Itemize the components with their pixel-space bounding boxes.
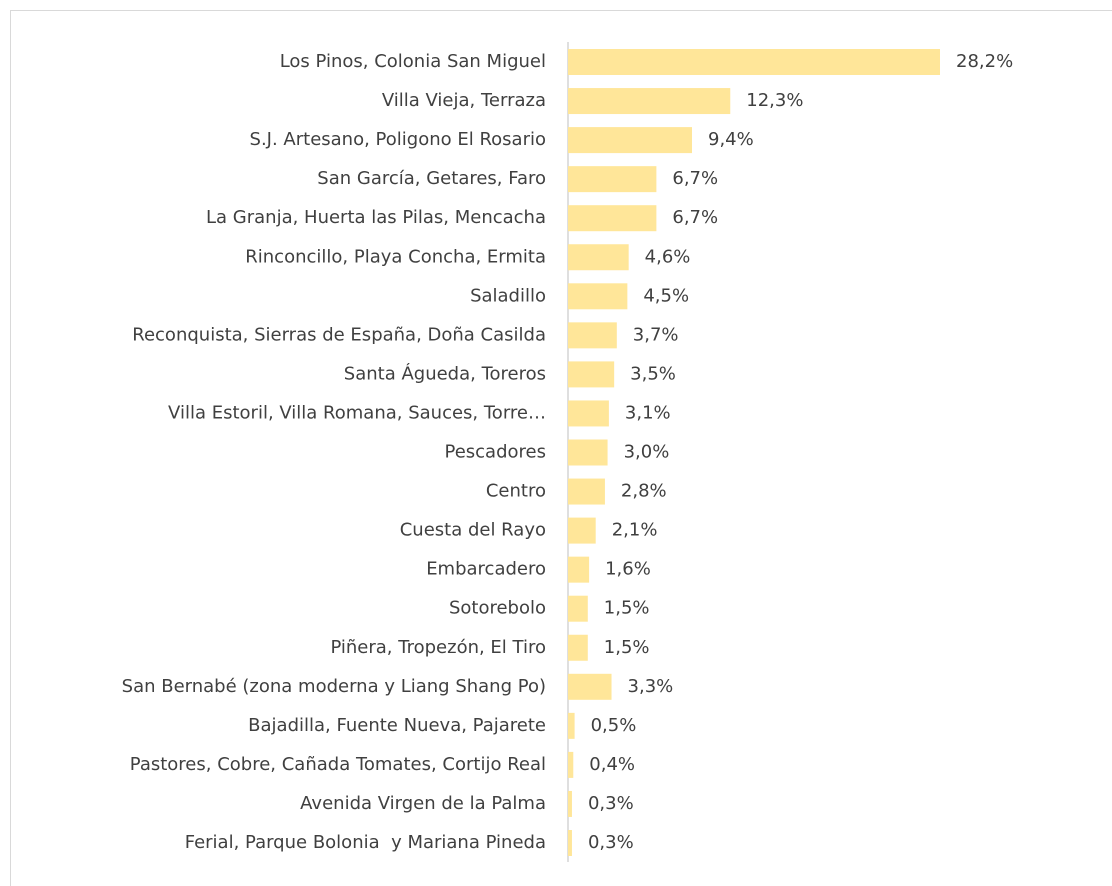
- value-label: 0,4%: [589, 754, 635, 775]
- bar: [568, 439, 608, 466]
- category-label: Pastores, Cobre, Cañada Tomates, Cortijo…: [130, 754, 546, 775]
- category-label: Sotorebolo: [449, 598, 546, 619]
- bar: [568, 166, 657, 193]
- value-label: 4,5%: [643, 285, 689, 306]
- bar: [568, 478, 605, 505]
- category-label: Saladillo: [470, 285, 546, 306]
- category-label: Santa Águeda, Toreros: [344, 362, 546, 384]
- bar: [568, 322, 617, 349]
- bar: [568, 361, 615, 388]
- category-label: San Bernabé (zona moderna y Liang Shang …: [122, 676, 546, 697]
- category-label: Ferial, Parque Bolonia y Mariana Pineda: [185, 832, 546, 853]
- category-label: Pescadores: [445, 442, 547, 463]
- bar: [568, 244, 629, 271]
- category-label: Centro: [486, 481, 546, 502]
- value-label: 0,3%: [588, 793, 634, 814]
- bar: [568, 127, 692, 154]
- bar: [568, 205, 657, 232]
- value-label: 2,8%: [621, 481, 667, 502]
- bar: [568, 790, 572, 817]
- bar: [568, 595, 588, 622]
- value-label: 1,5%: [604, 598, 650, 619]
- category-label: Los Pinos, Colonia San Miguel: [280, 51, 546, 72]
- bar: [568, 400, 609, 427]
- bar: [568, 751, 574, 778]
- category-label: Avenida Virgen de la Palma: [300, 793, 546, 814]
- category-label: S.J. Artesano, Poligono El Rosario: [250, 129, 546, 150]
- value-label: 28,2%: [956, 51, 1013, 72]
- bar: [568, 283, 628, 310]
- value-label: 2,1%: [612, 520, 658, 541]
- value-label: 6,7%: [672, 168, 718, 189]
- value-label: 4,6%: [645, 246, 691, 267]
- category-label: Piñera, Tropezón, El Tiro: [330, 637, 546, 658]
- value-label: 6,7%: [672, 207, 718, 228]
- bar: [568, 517, 596, 544]
- value-label: 0,3%: [588, 832, 634, 853]
- value-label: 12,3%: [746, 90, 803, 111]
- category-label: Villa Estoril, Villa Romana, Sauces, Tor…: [168, 402, 546, 423]
- bar: [568, 556, 590, 583]
- value-label: 3,1%: [625, 402, 671, 423]
- category-label: La Granja, Huerta las Pilas, Mencacha: [206, 207, 546, 228]
- value-label: 1,5%: [604, 637, 650, 658]
- value-label: 3,3%: [628, 676, 674, 697]
- bar: [568, 830, 572, 856]
- chart-frame: [10, 10, 1112, 886]
- bar: [568, 634, 588, 661]
- category-label: San García, Getares, Faro: [317, 168, 546, 189]
- bar: [568, 673, 612, 700]
- value-label: 0,5%: [591, 715, 637, 736]
- value-label: 1,6%: [605, 559, 651, 580]
- bar: [568, 712, 575, 739]
- category-label: Rinconcillo, Playa Concha, Ermita: [245, 246, 546, 267]
- category-label: Villa Vieja, Terraza: [382, 90, 546, 111]
- category-label: Bajadilla, Fuente Nueva, Pajarete: [248, 715, 546, 736]
- value-label: 3,7%: [633, 324, 679, 345]
- value-label: 9,4%: [708, 129, 754, 150]
- bar: [568, 88, 731, 115]
- value-label: 3,5%: [630, 363, 676, 384]
- category-label: Cuesta del Rayo: [400, 520, 546, 541]
- category-label: Reconquista, Sierras de España, Doña Cas…: [132, 324, 546, 345]
- value-label: 3,0%: [624, 442, 670, 463]
- category-label: Embarcadero: [426, 559, 546, 580]
- bar: [568, 49, 940, 75]
